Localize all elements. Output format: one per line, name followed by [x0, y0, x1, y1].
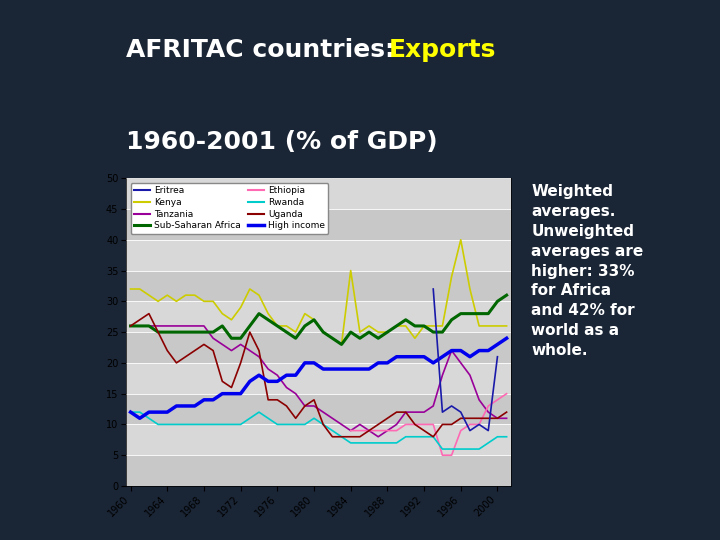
Bar: [126, 209, 511, 240]
Text: AFRITAC countries:: AFRITAC countries:: [126, 38, 404, 62]
Legend: Eritrea, Kenya, Tanzania, Sub-Saharan Africa, Ethiopia, Rwanda, Uganda, High inc: Eritrea, Kenya, Tanzania, Sub-Saharan Af…: [130, 183, 328, 234]
Text: Exports: Exports: [389, 38, 496, 62]
Bar: [126, 240, 511, 271]
Bar: [126, 363, 511, 394]
Bar: [126, 178, 511, 209]
Bar: [126, 301, 511, 332]
Bar: [126, 394, 511, 424]
Text: 1960-2001 (% of GDP): 1960-2001 (% of GDP): [126, 130, 438, 153]
Bar: [126, 455, 511, 486]
Bar: [126, 332, 511, 363]
Text: Weighted
averages.
Unweighted
averages are
higher: 33%
for Africa
and 42% for
wo: Weighted averages. Unweighted averages a…: [531, 184, 644, 358]
Bar: [126, 271, 511, 301]
Bar: [126, 424, 511, 455]
